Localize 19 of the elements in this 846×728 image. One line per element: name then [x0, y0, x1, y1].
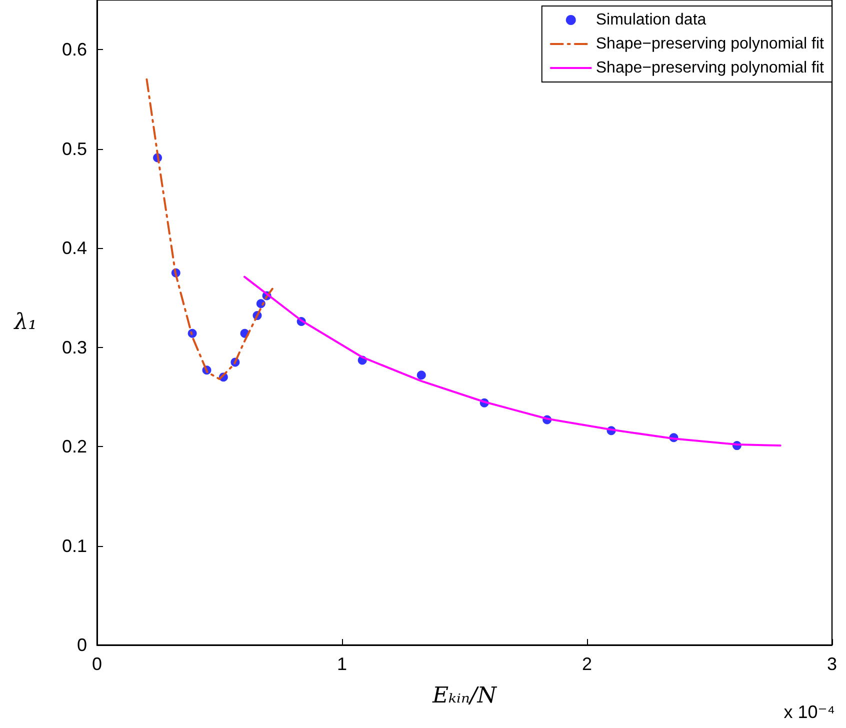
x-tick-label: 0	[92, 654, 102, 674]
x-axis-title: Eₖᵢₙ/N	[431, 684, 498, 708]
y-tick-label: 0.5	[62, 138, 87, 159]
legend-label: Shape−preserving polynomial fit	[596, 36, 825, 52]
point	[416, 370, 426, 380]
x-tick-label: 2	[582, 654, 592, 674]
y-tick-label: 0	[76, 635, 87, 655]
legend-label: Simulation data	[596, 12, 706, 28]
line-series	[146, 78, 274, 380]
legend-label: Shape−preserving polynomial fit	[596, 60, 825, 76]
x-tick-label: 3	[826, 654, 838, 674]
y-tick-label: 0.4	[62, 238, 87, 258]
y-tick-label: 0.3	[62, 337, 87, 358]
y-tick-label: 0.6	[62, 40, 87, 60]
y-tick-label: 0.1	[62, 536, 87, 556]
x-tick-label: 1	[336, 654, 348, 674]
text: x 10⁻⁴	[784, 702, 836, 722]
y-axis-title: λ₁	[13, 310, 37, 335]
y-tick-label: 0.2	[62, 436, 87, 457]
